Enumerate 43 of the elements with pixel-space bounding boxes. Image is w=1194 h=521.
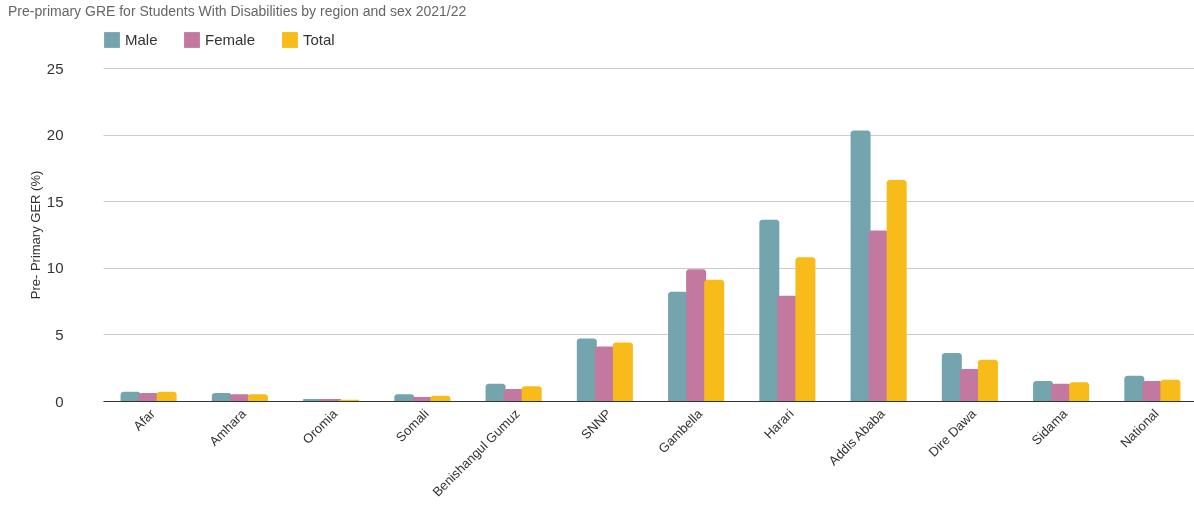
bar [795, 257, 816, 401]
y-tick-label: 0 [55, 392, 64, 410]
legend-label: Total [303, 31, 335, 48]
legend-label: Female [205, 31, 256, 48]
y-tick-label: 25 [46, 59, 64, 77]
bar [430, 395, 451, 401]
bar [850, 130, 871, 401]
bar [1033, 381, 1054, 401]
bar [211, 393, 232, 401]
bar [485, 383, 506, 401]
bar [138, 393, 159, 401]
bar [612, 342, 633, 401]
bar [941, 353, 962, 401]
y-tick-label: 5 [55, 325, 64, 343]
y-axis-title: Pre- Primary GER (%) [27, 170, 43, 300]
bar [759, 219, 780, 401]
y-tick-label: 20 [46, 126, 64, 144]
chart-title: Pre-primary GRE for Students With Disabilities by region and sex 2021/22 [8, 3, 467, 19]
y-tick-label: 10 [46, 259, 64, 277]
x-tick-label: Afar [130, 405, 159, 434]
bar [777, 295, 798, 401]
bar [959, 369, 980, 401]
bar [704, 279, 725, 401]
bar [412, 397, 433, 401]
bar [1069, 382, 1090, 401]
bar [886, 179, 907, 401]
bar [229, 394, 250, 401]
y-tick-label: 15 [46, 192, 64, 210]
bar [1124, 375, 1145, 401]
bar [668, 291, 689, 401]
bar [503, 389, 524, 401]
bar [394, 394, 415, 401]
bar [1142, 381, 1163, 401]
bar [868, 230, 889, 401]
bar [576, 338, 597, 401]
bar [977, 359, 998, 401]
bar [686, 269, 707, 401]
legend-label: Male [125, 31, 158, 48]
bar [247, 394, 268, 401]
bar [156, 391, 177, 401]
bar [1160, 379, 1181, 401]
bar [594, 346, 615, 401]
bar [521, 386, 542, 401]
